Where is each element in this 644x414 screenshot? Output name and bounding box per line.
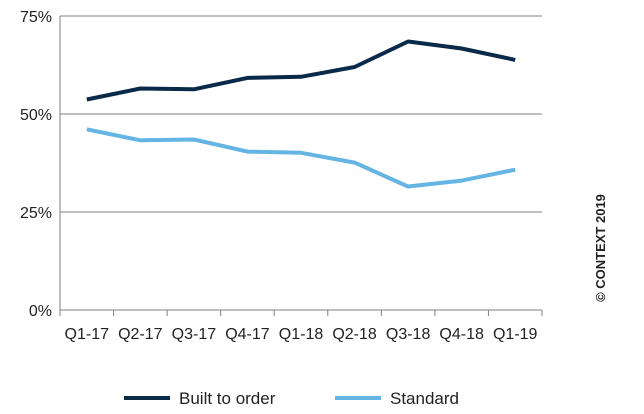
data-point — [301, 152, 302, 153]
x-tick-label: Q4-17 — [225, 326, 270, 343]
series-line-2 — [86, 127, 516, 189]
data-point — [140, 140, 141, 141]
data-point — [515, 59, 516, 60]
x-tick-label: Q1-17 — [65, 326, 110, 343]
x-tick-label: Q2-18 — [332, 326, 377, 343]
legend-label: Built to order — [179, 389, 276, 408]
data-point — [301, 76, 302, 77]
data-point — [86, 129, 87, 130]
y-tick-label: 50% — [20, 107, 52, 124]
legend: Built to order Standard — [124, 389, 459, 408]
x-tick-label: Q3-17 — [172, 326, 217, 343]
y-tick-labels: 0% 25% 50% 75% — [20, 9, 52, 320]
data-point — [247, 77, 248, 78]
data-point — [193, 139, 194, 140]
y-tick-label: 75% — [20, 9, 52, 26]
data-point — [408, 186, 409, 187]
data-point — [461, 180, 462, 181]
x-tick-label: Q3-18 — [386, 326, 431, 343]
x-tick-label: Q4-18 — [439, 326, 484, 343]
data-point — [354, 66, 355, 67]
data-point — [86, 99, 87, 100]
data-point — [461, 48, 462, 49]
y-tick-label: 0% — [29, 303, 52, 320]
legend-label: Standard — [390, 389, 459, 408]
data-point — [193, 89, 194, 90]
data-point — [140, 88, 141, 89]
data-series — [86, 39, 516, 189]
x-tick-label: Q1-19 — [493, 326, 538, 343]
copyright-watermark: © CONTEXT 2019 — [593, 194, 608, 302]
data-point — [354, 162, 355, 163]
data-point — [515, 169, 516, 170]
x-tick-labels: Q1-17 Q2-17 Q3-17 Q4-17 Q1-18 Q2-18 Q3-18 Q4-18… — [65, 326, 538, 343]
data-point — [408, 41, 409, 42]
x-tick-label: Q2-17 — [118, 326, 163, 343]
series-line-1 — [86, 39, 516, 102]
y-tick-label: 25% — [20, 205, 52, 222]
data-point — [247, 151, 248, 152]
x-tick-label: Q1-18 — [279, 326, 324, 343]
gridlines — [60, 15, 542, 213]
axes — [59, 16, 543, 316]
